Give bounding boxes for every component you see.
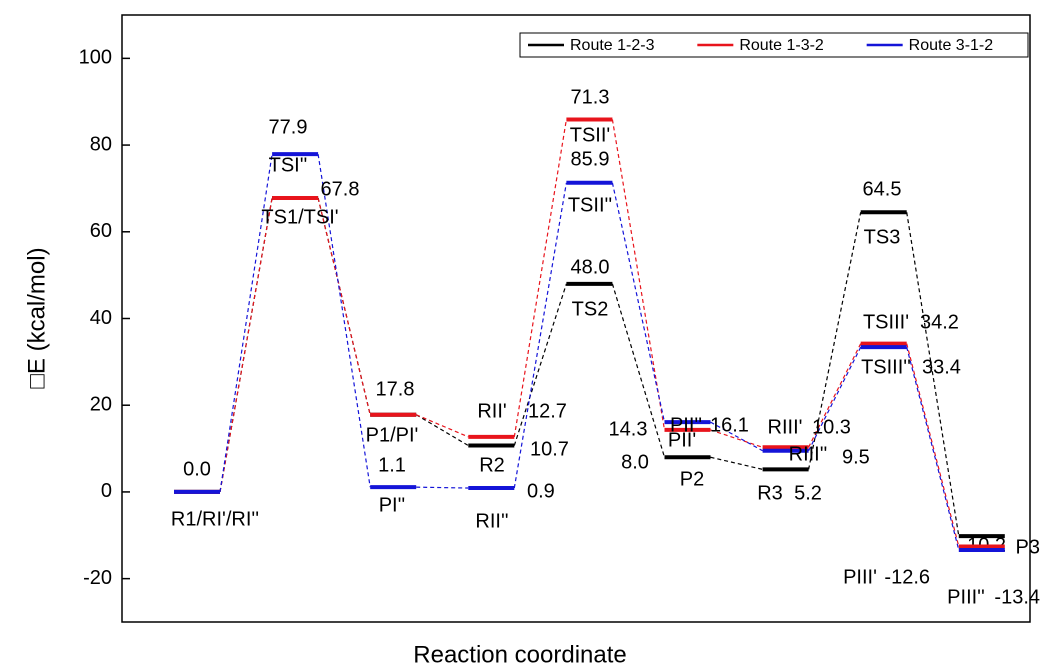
legend-label: Route 1-2-3 (570, 37, 655, 54)
connector (808, 346, 862, 452)
level-name: PI'' (379, 494, 406, 516)
connector (219, 197, 273, 493)
level-name: PII' (668, 429, 696, 451)
value-label: 34.2 (920, 311, 959, 333)
value-label: 71.3 (571, 86, 610, 108)
y-tick-label: 20 (90, 393, 112, 415)
value-label: 8.0 (621, 451, 649, 473)
connector (513, 119, 567, 437)
connector (808, 343, 862, 448)
value-label: 17.8 (376, 378, 415, 400)
connector (317, 197, 371, 415)
level-name: TS2 (572, 298, 609, 320)
level-name: RIII' (768, 416, 803, 438)
level-name: TSIII' (863, 311, 909, 333)
level-name: RII'' (475, 510, 508, 532)
legend-box (519, 32, 1029, 58)
level-name: P1/PI' (366, 424, 419, 446)
value-label: 5.2 (794, 482, 822, 504)
value-label: 64.5 (863, 178, 902, 200)
y-tick-label: -20 (83, 567, 112, 589)
connector (317, 154, 371, 488)
x-axis-title: Reaction coordinate (413, 641, 626, 668)
value-label: 85.9 (571, 148, 610, 170)
value-label: 0.0 (183, 458, 211, 480)
connector (906, 212, 960, 537)
level-name: R1/RI'/RI'' (171, 508, 259, 530)
level-name: TS1/TSI' (261, 206, 338, 228)
connector (611, 119, 666, 431)
level-name: PII'' (670, 414, 702, 436)
value-label: 14.3 (609, 418, 648, 440)
connector (611, 182, 666, 423)
value-label: 16.1 (710, 414, 749, 436)
connector (611, 283, 666, 458)
level-name: PIII' (843, 566, 877, 588)
value-label: 12.7 (528, 400, 567, 422)
level-name: TS3 (864, 226, 901, 248)
connector (415, 414, 469, 438)
level-name: R2 (479, 454, 505, 476)
value-label: 9.5 (842, 446, 870, 468)
connector (416, 486, 469, 489)
connector (808, 212, 862, 470)
value-label: 0.9 (527, 480, 555, 502)
value-label: 77.9 (269, 116, 308, 138)
connector (710, 429, 763, 448)
level-name: P2 (680, 468, 704, 490)
level-name: TSI'' (269, 154, 308, 176)
connector (415, 414, 469, 447)
y-tick-label: 60 (90, 220, 112, 242)
level-name: P3 (1016, 536, 1040, 558)
connector (219, 154, 273, 493)
value-label: 10.7 (530, 438, 569, 460)
level-name: TSII' (570, 124, 611, 146)
value-label: -13.4 (994, 586, 1040, 608)
level-name: PIII'' (947, 586, 985, 608)
level-name: TSII'' (568, 194, 612, 216)
legend-label: Route 3-1-2 (909, 37, 994, 54)
value-label: 10.3 (812, 416, 851, 438)
value-label: 33.4 (922, 356, 961, 378)
value-label: 67.8 (321, 178, 360, 200)
level-name: TSIII'' (861, 356, 911, 378)
y-tick-label: 100 (79, 47, 112, 69)
level-name: R3 (757, 482, 783, 504)
connector (513, 182, 567, 489)
value-label: 48.0 (571, 256, 610, 278)
level-name: RII' (477, 400, 506, 422)
connector (710, 421, 763, 452)
level-name: RIII'' (789, 443, 828, 465)
connector (513, 283, 567, 446)
connector (710, 456, 763, 470)
y-tick-label: 40 (90, 307, 112, 329)
y-axis-title: □E (kcal/mol) (23, 247, 50, 388)
y-tick-label: 0 (101, 480, 112, 502)
value-label: -12.6 (884, 566, 930, 588)
value-label: 1.1 (378, 454, 406, 476)
y-tick-label: 80 (90, 133, 112, 155)
legend-label: Route 1-3-2 (739, 37, 824, 54)
